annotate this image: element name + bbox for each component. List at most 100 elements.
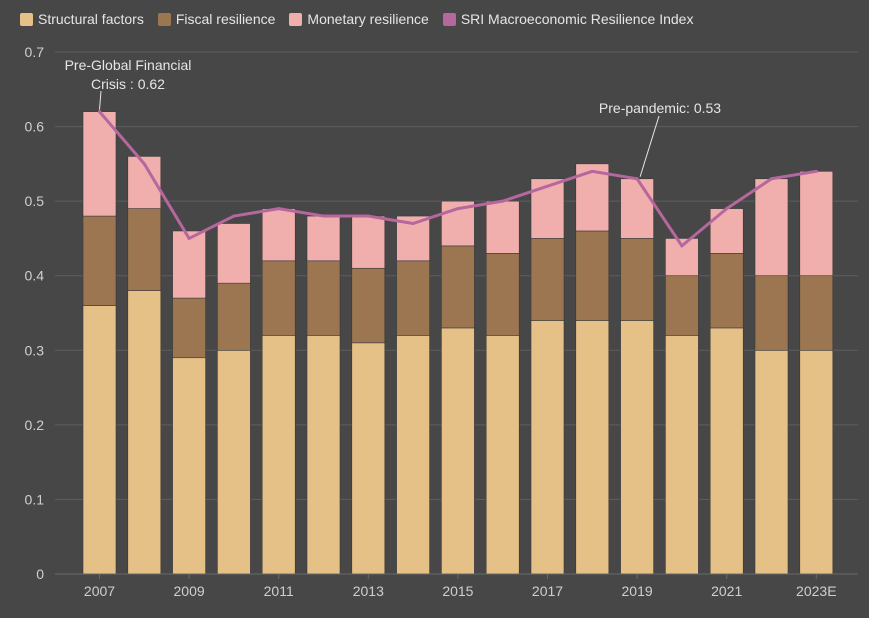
legend-swatch — [442, 12, 456, 26]
index-line-point — [232, 214, 236, 218]
index-line-point — [725, 207, 729, 211]
bar-segment — [709, 253, 744, 329]
annotation-leader — [99, 90, 102, 110]
bar-segment — [306, 260, 341, 336]
x-tick-label: 2013 — [353, 583, 384, 599]
annotation-leader — [639, 115, 660, 177]
bar-segment — [575, 320, 610, 575]
y-tick-label: 0 — [36, 566, 44, 582]
bar-segment — [396, 335, 430, 575]
bar-segment — [709, 208, 744, 254]
index-line-point — [411, 222, 415, 226]
index-line — [98, 110, 818, 248]
index-line-point — [98, 110, 101, 114]
axes: 0 0.1 0.2 0.3 0.4 0.5 0.6 0.7 2007 2009 2011 2013 20… — [25, 44, 858, 599]
bar-segment — [172, 297, 206, 359]
legend-label: Structural factors — [38, 11, 144, 27]
bar-segment — [754, 275, 789, 351]
legend-item: Fiscal resilience — [157, 11, 276, 27]
bar-segment — [217, 282, 251, 351]
bar-segment — [485, 253, 520, 336]
bar-segment — [217, 349, 251, 575]
bar-segment — [261, 260, 296, 336]
bar-segment — [127, 208, 162, 291]
legend-item: Structural factors — [20, 11, 144, 27]
bar-segment — [485, 200, 520, 254]
bar-segment — [799, 349, 834, 575]
bar-segment — [351, 342, 386, 575]
bar-segment — [441, 245, 475, 329]
x-tick-label: 2009 — [174, 583, 205, 599]
bar-segment — [620, 178, 654, 239]
bar-segment — [709, 327, 744, 575]
index-line-point — [322, 214, 325, 218]
bar-segment — [172, 230, 206, 299]
x-tick-label: 2015 — [442, 583, 473, 599]
y-tick-label: 0.7 — [25, 44, 45, 60]
x-tick-label: 2017 — [532, 583, 563, 599]
legend-swatch — [289, 12, 303, 26]
bar-segment — [799, 275, 834, 351]
x-tick-label: 2023E — [796, 583, 836, 599]
index-line-point — [187, 236, 191, 240]
bar-series — [82, 111, 834, 575]
bar-segment — [441, 327, 475, 575]
legend: Structural factors Fiscal resilience Monet… — [20, 9, 707, 29]
index-line-point — [501, 199, 505, 203]
annotations: Pre-Global Financial Crisis : 0.62 Pre-pan… — [65, 57, 721, 177]
y-tick-label: 0.3 — [25, 342, 45, 358]
index-line-point — [456, 207, 460, 211]
x-tick-label: 2007 — [84, 583, 115, 599]
legend-swatch — [20, 12, 33, 26]
index-line-point — [770, 177, 773, 181]
bar-segment — [799, 171, 834, 277]
x-tick-label: 2021 — [711, 583, 742, 599]
annotation-text: Pre-pandemic: 0.53 — [599, 100, 721, 116]
bar-segment — [351, 267, 386, 344]
bar-segment — [665, 275, 699, 336]
legend-label: SRI Macroeconomic Resilience Index — [460, 11, 694, 27]
annotation-text: Crisis : 0.62 — [91, 76, 165, 92]
y-tick-label: 0.6 — [25, 119, 45, 135]
legend-item: SRI Macroeconomic Resilience Index — [442, 11, 694, 27]
x-tick-label: 2011 — [264, 583, 294, 599]
bar-segment — [665, 335, 699, 575]
legend-label: Monetary resilience — [307, 11, 429, 27]
bar-segment — [261, 208, 296, 262]
index-line-point — [546, 184, 549, 188]
index-line-point — [635, 177, 639, 181]
index-line-point — [814, 169, 818, 173]
legend-label: Fiscal resilience — [175, 11, 276, 27]
bar-segment — [261, 335, 296, 575]
bar-segment — [351, 215, 386, 269]
index-line-point — [680, 244, 684, 248]
bar-segment — [754, 178, 789, 277]
bar-segment — [530, 320, 565, 575]
bar-segment — [172, 357, 206, 575]
bar-segment — [82, 111, 117, 217]
bar-segment — [620, 238, 654, 321]
y-tick-label: 0.5 — [25, 193, 45, 209]
bar-segment — [217, 223, 251, 284]
bar-segment — [82, 305, 117, 575]
bar-segment — [127, 290, 162, 575]
bar-segment — [754, 349, 789, 575]
legend-item: Monetary resilience — [289, 11, 429, 27]
y-tick-label: 0.2 — [25, 417, 45, 433]
bar-segment — [530, 238, 565, 321]
index-line-point — [142, 162, 146, 166]
index-line-point — [366, 214, 370, 218]
index-line-point — [590, 169, 594, 173]
annotation-text: Pre-Global Financial — [65, 57, 192, 73]
bar-segment — [82, 215, 117, 306]
bar-segment — [396, 260, 430, 336]
bar-segment — [575, 230, 610, 321]
index-line-point — [277, 207, 281, 211]
legend-swatch — [157, 12, 171, 26]
y-tick-label: 0.1 — [25, 491, 45, 507]
bar-segment — [620, 320, 654, 575]
bar-segment — [485, 335, 520, 575]
bar-segment — [306, 215, 341, 262]
bar-segment — [306, 335, 341, 575]
x-tick-label: 2019 — [622, 583, 653, 599]
